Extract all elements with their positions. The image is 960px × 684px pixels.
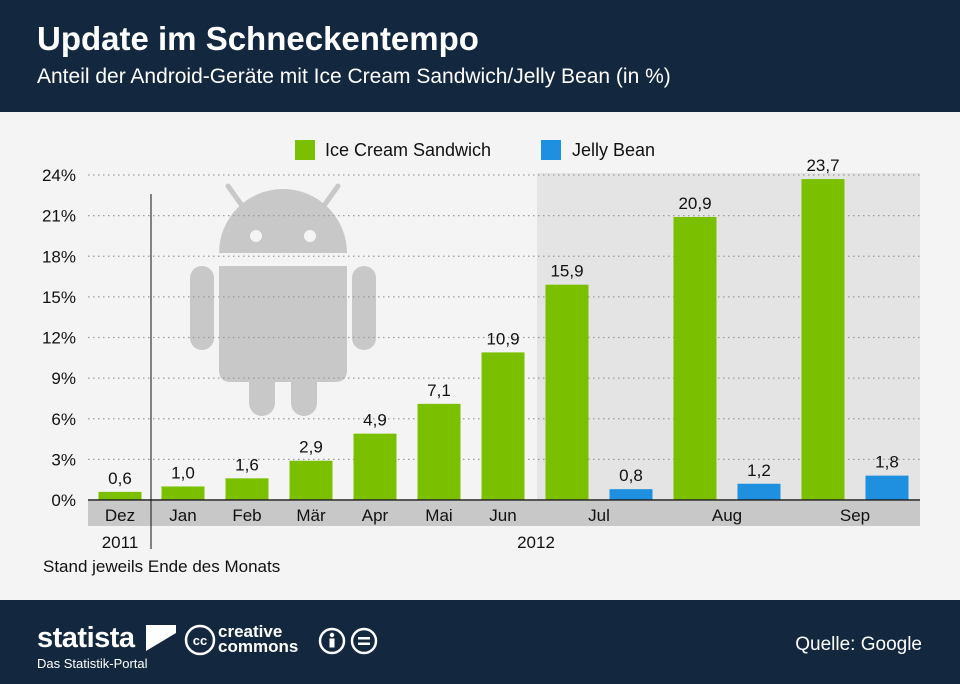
y-tick-label: 21%	[42, 207, 76, 226]
legend-label-ice-cream-sandwich: Ice Cream Sandwich	[325, 140, 491, 160]
bar-ice-cream-sandwich	[225, 478, 269, 500]
y-tick-label: 12%	[42, 329, 76, 348]
y-tick-label: 3%	[51, 450, 76, 469]
x-tick-label: Aug	[712, 506, 742, 525]
bar-value-label: 0,6	[108, 469, 132, 488]
statista-tagline: Das Statistik-Portal	[37, 656, 148, 671]
cc-line-1: creative	[218, 622, 283, 641]
bar-ice-cream-sandwich	[289, 460, 333, 500]
legend: Ice Cream Sandwich Jelly Bean	[295, 140, 655, 160]
year-group-label: 2011	[102, 533, 139, 552]
bar-value-label: 1,2	[747, 461, 771, 480]
y-tick-label: 6%	[51, 410, 76, 429]
legend-label-jelly-bean: Jelly Bean	[572, 140, 655, 160]
bar-value-label: 2,9	[299, 438, 323, 457]
creative-commons-icon: cc	[184, 624, 216, 656]
highlight-region	[537, 173, 920, 500]
x-tick-label: Mai	[425, 506, 452, 525]
bar-value-label: 0,8	[619, 466, 643, 485]
bar-value-label: 20,9	[678, 194, 711, 213]
x-tick-label: Apr	[362, 506, 389, 525]
bar-ice-cream-sandwich	[545, 284, 589, 500]
bar-jelly-bean	[609, 489, 653, 500]
bar-ice-cream-sandwich	[481, 352, 525, 500]
no-derivatives-icon	[350, 627, 378, 655]
chart-footnote: Stand jeweils Ende des Monats	[43, 557, 281, 576]
y-tick-label: 0%	[51, 491, 76, 510]
bar-value-label: 1,8	[875, 453, 899, 472]
bar-value-label: 1,6	[235, 455, 259, 474]
x-tick-label: Mär	[296, 506, 326, 525]
bar-ice-cream-sandwich	[98, 491, 142, 500]
bar-value-label: 15,9	[550, 262, 583, 281]
x-tick-label: Dez	[105, 506, 135, 525]
creative-commons-label: creative commons	[218, 622, 299, 656]
android-robot-icon	[190, 183, 376, 416]
bar-jelly-bean	[865, 475, 909, 500]
bar-ice-cream-sandwich	[417, 403, 461, 500]
bar-value-label: 10,9	[486, 329, 519, 348]
x-tick-label: Jan	[169, 506, 196, 525]
source-label: Quelle: Google	[795, 634, 922, 655]
statista-logo: statista	[37, 622, 135, 654]
y-tick-label: 15%	[42, 288, 76, 307]
legend-swatch-jelly-bean	[541, 140, 561, 160]
x-tick-label: Jun	[489, 506, 516, 525]
y-tick-label: 24%	[42, 166, 76, 185]
bar-chart: 0% 3% 6% 9% 12% 15% 18% 21% 24% 0,6 1,0 1,6 2,9 4,9 7…	[42, 140, 920, 552]
x-tick-label: Sep	[840, 506, 870, 525]
legend-swatch-ice-cream-sandwich	[295, 140, 315, 160]
bar-value-label: 1,0	[171, 463, 195, 482]
bar-ice-cream-sandwich	[161, 486, 205, 500]
x-axis-band	[88, 501, 920, 526]
header-bar: Update im Schneckentempo Anteil der Andr…	[0, 0, 960, 112]
y-tick-label: 9%	[51, 369, 76, 388]
bar-value-label: 7,1	[427, 381, 451, 400]
bar-value-label: 23,7	[806, 156, 839, 175]
cc-line-2: commons	[218, 637, 299, 656]
x-tick-label: Jul	[588, 506, 610, 525]
attribution-icon	[318, 627, 346, 655]
page-subtitle: Anteil der Android-Geräte mit Ice Cream …	[37, 65, 671, 88]
bar-value-label: 4,9	[363, 411, 387, 430]
statista-logo-mark-icon	[146, 625, 176, 651]
y-tick-label: 18%	[42, 247, 76, 266]
x-tick-label: Feb	[232, 506, 261, 525]
page-title: Update im Schneckentempo	[37, 20, 479, 57]
bar-ice-cream-sandwich	[801, 179, 845, 500]
bar-jelly-bean	[737, 483, 781, 500]
svg-text:cc: cc	[193, 633, 207, 648]
bar-ice-cream-sandwich	[673, 216, 717, 500]
year-group-label: 2012	[517, 533, 555, 552]
bar-ice-cream-sandwich	[353, 433, 397, 500]
